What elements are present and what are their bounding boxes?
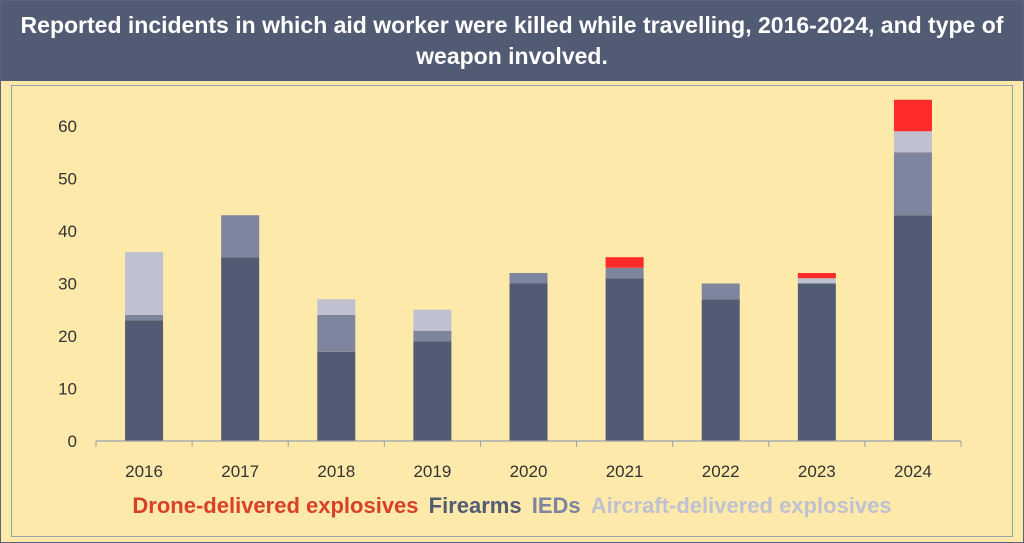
bar-segment-drone-delivered-explosives-2021 [605, 257, 644, 268]
bar-segment-firearms-2019 [413, 341, 452, 441]
bar-segment-firearms-2022 [701, 299, 740, 441]
bar-segment-ieds-2018 [317, 315, 356, 352]
y-tick-label: 50 [58, 170, 77, 189]
bar-segment-ieds-2022 [701, 283, 740, 300]
bar-segment-firearms-2024 [893, 215, 932, 441]
legend: Drone-delivered explosives Firearms IEDs… [1, 493, 1023, 519]
legend-item-drone: Drone-delivered explosives [132, 493, 419, 518]
x-tick-label: 2021 [606, 462, 644, 481]
x-tick-label: 2017 [221, 462, 259, 481]
y-tick-label: 10 [58, 380, 77, 399]
bar-segment-firearms-2017 [221, 257, 260, 441]
bar-segment-aircraft-delivered-explosives-2018 [317, 299, 356, 315]
bar-segment-ieds-2021 [605, 267, 644, 279]
legend-item-firearms: Firearms [428, 493, 522, 518]
x-tick-label: 2023 [798, 462, 836, 481]
bar-segment-firearms-2023 [797, 283, 836, 441]
bar-segment-aircraft-delivered-explosives-2024 [893, 131, 932, 153]
bar-segment-firearms-2021 [605, 278, 644, 441]
plot-area-border [11, 85, 1013, 537]
bar-segment-aircraft-delivered-explosives-2023 [797, 278, 836, 284]
bar-segment-drone-delivered-explosives-2024 [893, 99, 932, 132]
y-tick-label: 20 [58, 327, 77, 346]
y-tick-label: 40 [58, 222, 77, 241]
bar-segment-firearms-2016 [125, 320, 164, 441]
legend-item-aircraft: Aircraft-delivered explosives [590, 493, 892, 518]
x-tick-label: 2016 [125, 462, 163, 481]
bar-segment-firearms-2020 [509, 283, 548, 441]
x-tick-label: 2019 [413, 462, 451, 481]
bar-segment-ieds-2019 [413, 330, 452, 342]
y-tick-label: 60 [58, 117, 77, 136]
bar-segment-drone-delivered-explosives-2023 [797, 273, 836, 279]
legend-item-ieds: IEDs [531, 493, 581, 518]
y-tick-label: 30 [58, 275, 77, 294]
bar-segment-aircraft-delivered-explosives-2019 [413, 309, 452, 331]
x-tick-label: 2022 [702, 462, 740, 481]
y-tick-label: 0 [68, 432, 77, 451]
bar-segment-ieds-2024 [893, 152, 932, 216]
title-bar: Reported incidents in which aid worker w… [1, 1, 1023, 81]
bar-segment-aircraft-delivered-explosives-2016 [125, 252, 164, 315]
bar-segment-ieds-2016 [125, 315, 164, 321]
x-tick-label: 2024 [894, 462, 932, 481]
x-tick-label: 2020 [510, 462, 548, 481]
bar-segment-ieds-2020 [509, 273, 548, 284]
bar-segment-ieds-2017 [221, 215, 260, 258]
chart-title: Reported incidents in which aid worker w… [20, 12, 1004, 69]
bar-segment-firearms-2018 [317, 351, 356, 441]
x-tick-label: 2018 [317, 462, 355, 481]
